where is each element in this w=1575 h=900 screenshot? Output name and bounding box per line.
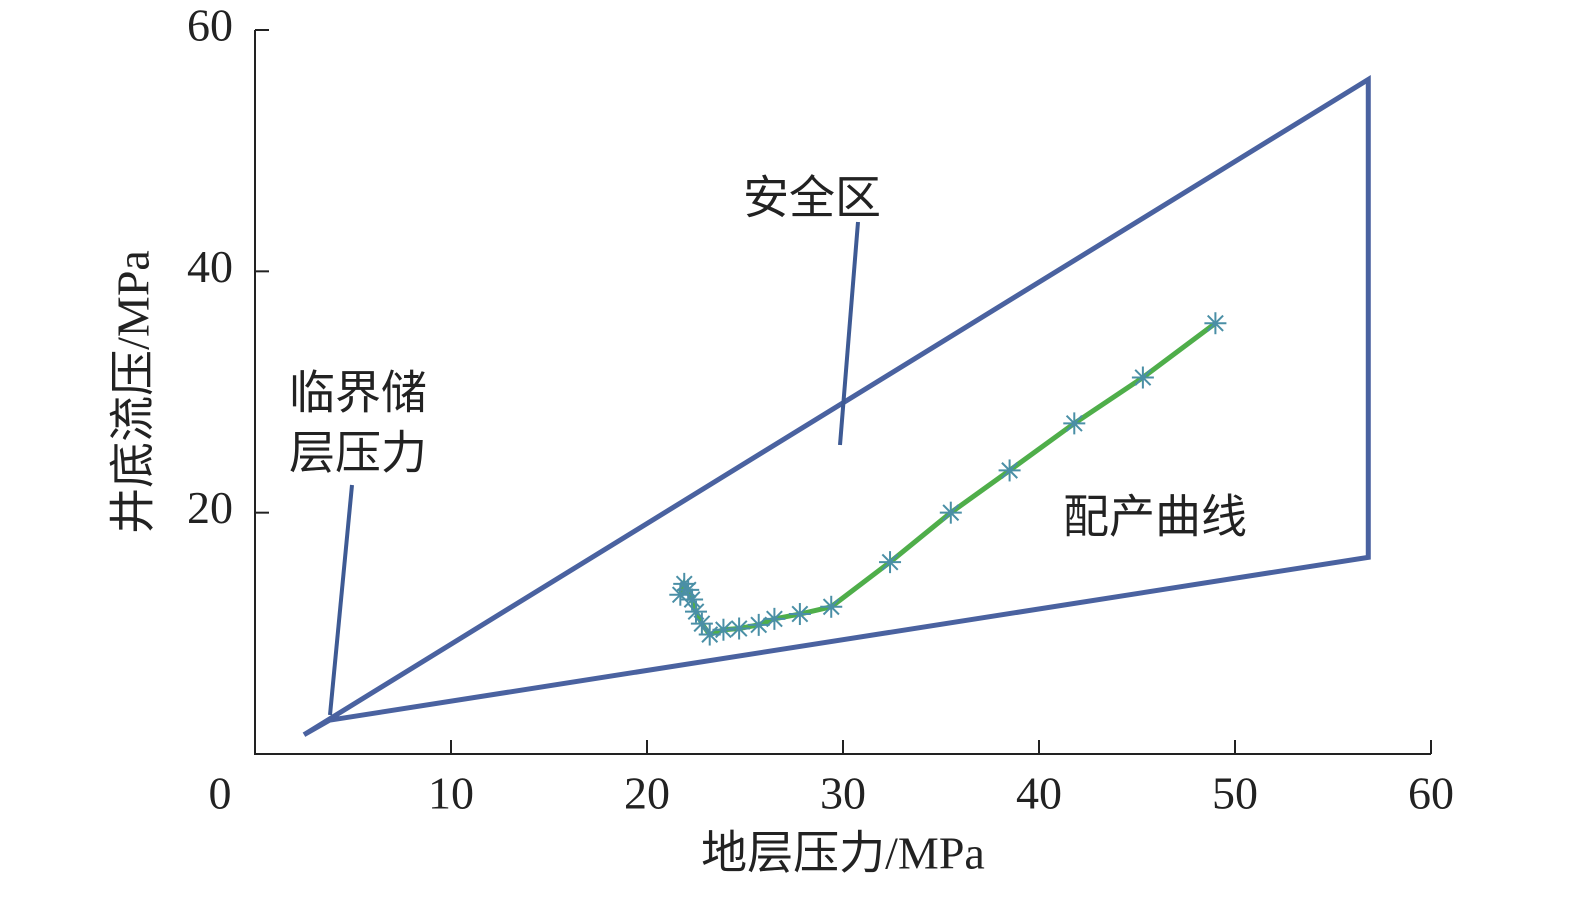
leader-line — [328, 484, 354, 716]
marker — [669, 583, 692, 606]
marker-stroke — [730, 620, 748, 637]
annotation: 层压力 — [289, 428, 427, 479]
marker-stroke — [1001, 462, 1019, 479]
marker-stroke — [791, 605, 809, 623]
leader-line — [838, 221, 860, 446]
marker-stroke — [687, 603, 705, 621]
annotation: 临界储 — [289, 368, 427, 419]
y-axis-label: 井底流压/MPa — [108, 250, 159, 534]
x-tick-label: 20 — [624, 768, 670, 819]
marker — [690, 612, 713, 635]
marker — [788, 603, 811, 626]
x-tick-label: 0 — [209, 768, 232, 819]
marker — [1204, 312, 1227, 335]
x-tick-label: 60 — [1408, 768, 1454, 819]
marker-stroke — [693, 615, 711, 633]
x-tick-label: 30 — [820, 768, 866, 819]
x-tick-label: 40 — [1016, 768, 1062, 819]
marker — [939, 501, 962, 524]
marker-stroke — [750, 616, 768, 634]
marker — [747, 613, 770, 636]
marker — [728, 617, 751, 640]
marker — [1131, 366, 1154, 389]
marker-stroke — [671, 586, 689, 604]
y-tick-label: 60 — [187, 0, 233, 51]
marker-stroke — [1134, 369, 1152, 386]
marker — [998, 459, 1021, 482]
marker-stroke — [1065, 414, 1083, 432]
y-tick-label: 40 — [187, 241, 233, 292]
marker-stroke — [675, 575, 693, 593]
marker-stroke — [822, 598, 840, 616]
annotation: 配产曲线 — [1063, 492, 1247, 543]
marker — [820, 595, 843, 618]
marker-stroke — [1206, 314, 1224, 332]
y-tick-label: 20 — [187, 482, 233, 533]
marker — [763, 607, 786, 630]
marker-stroke — [701, 626, 719, 643]
marker — [1063, 412, 1086, 435]
x-axis-label: 地层压力/MPa — [701, 828, 985, 879]
marker-stroke — [881, 553, 899, 571]
series-line — [302, 74, 1371, 737]
marker-stroke — [683, 591, 701, 608]
x-tick-label: 10 — [428, 768, 474, 819]
marker-stroke — [942, 504, 960, 522]
annotation: 安全区 — [743, 173, 881, 224]
x-tick-label: 50 — [1212, 768, 1258, 819]
marker — [698, 623, 721, 646]
marker — [879, 551, 902, 574]
